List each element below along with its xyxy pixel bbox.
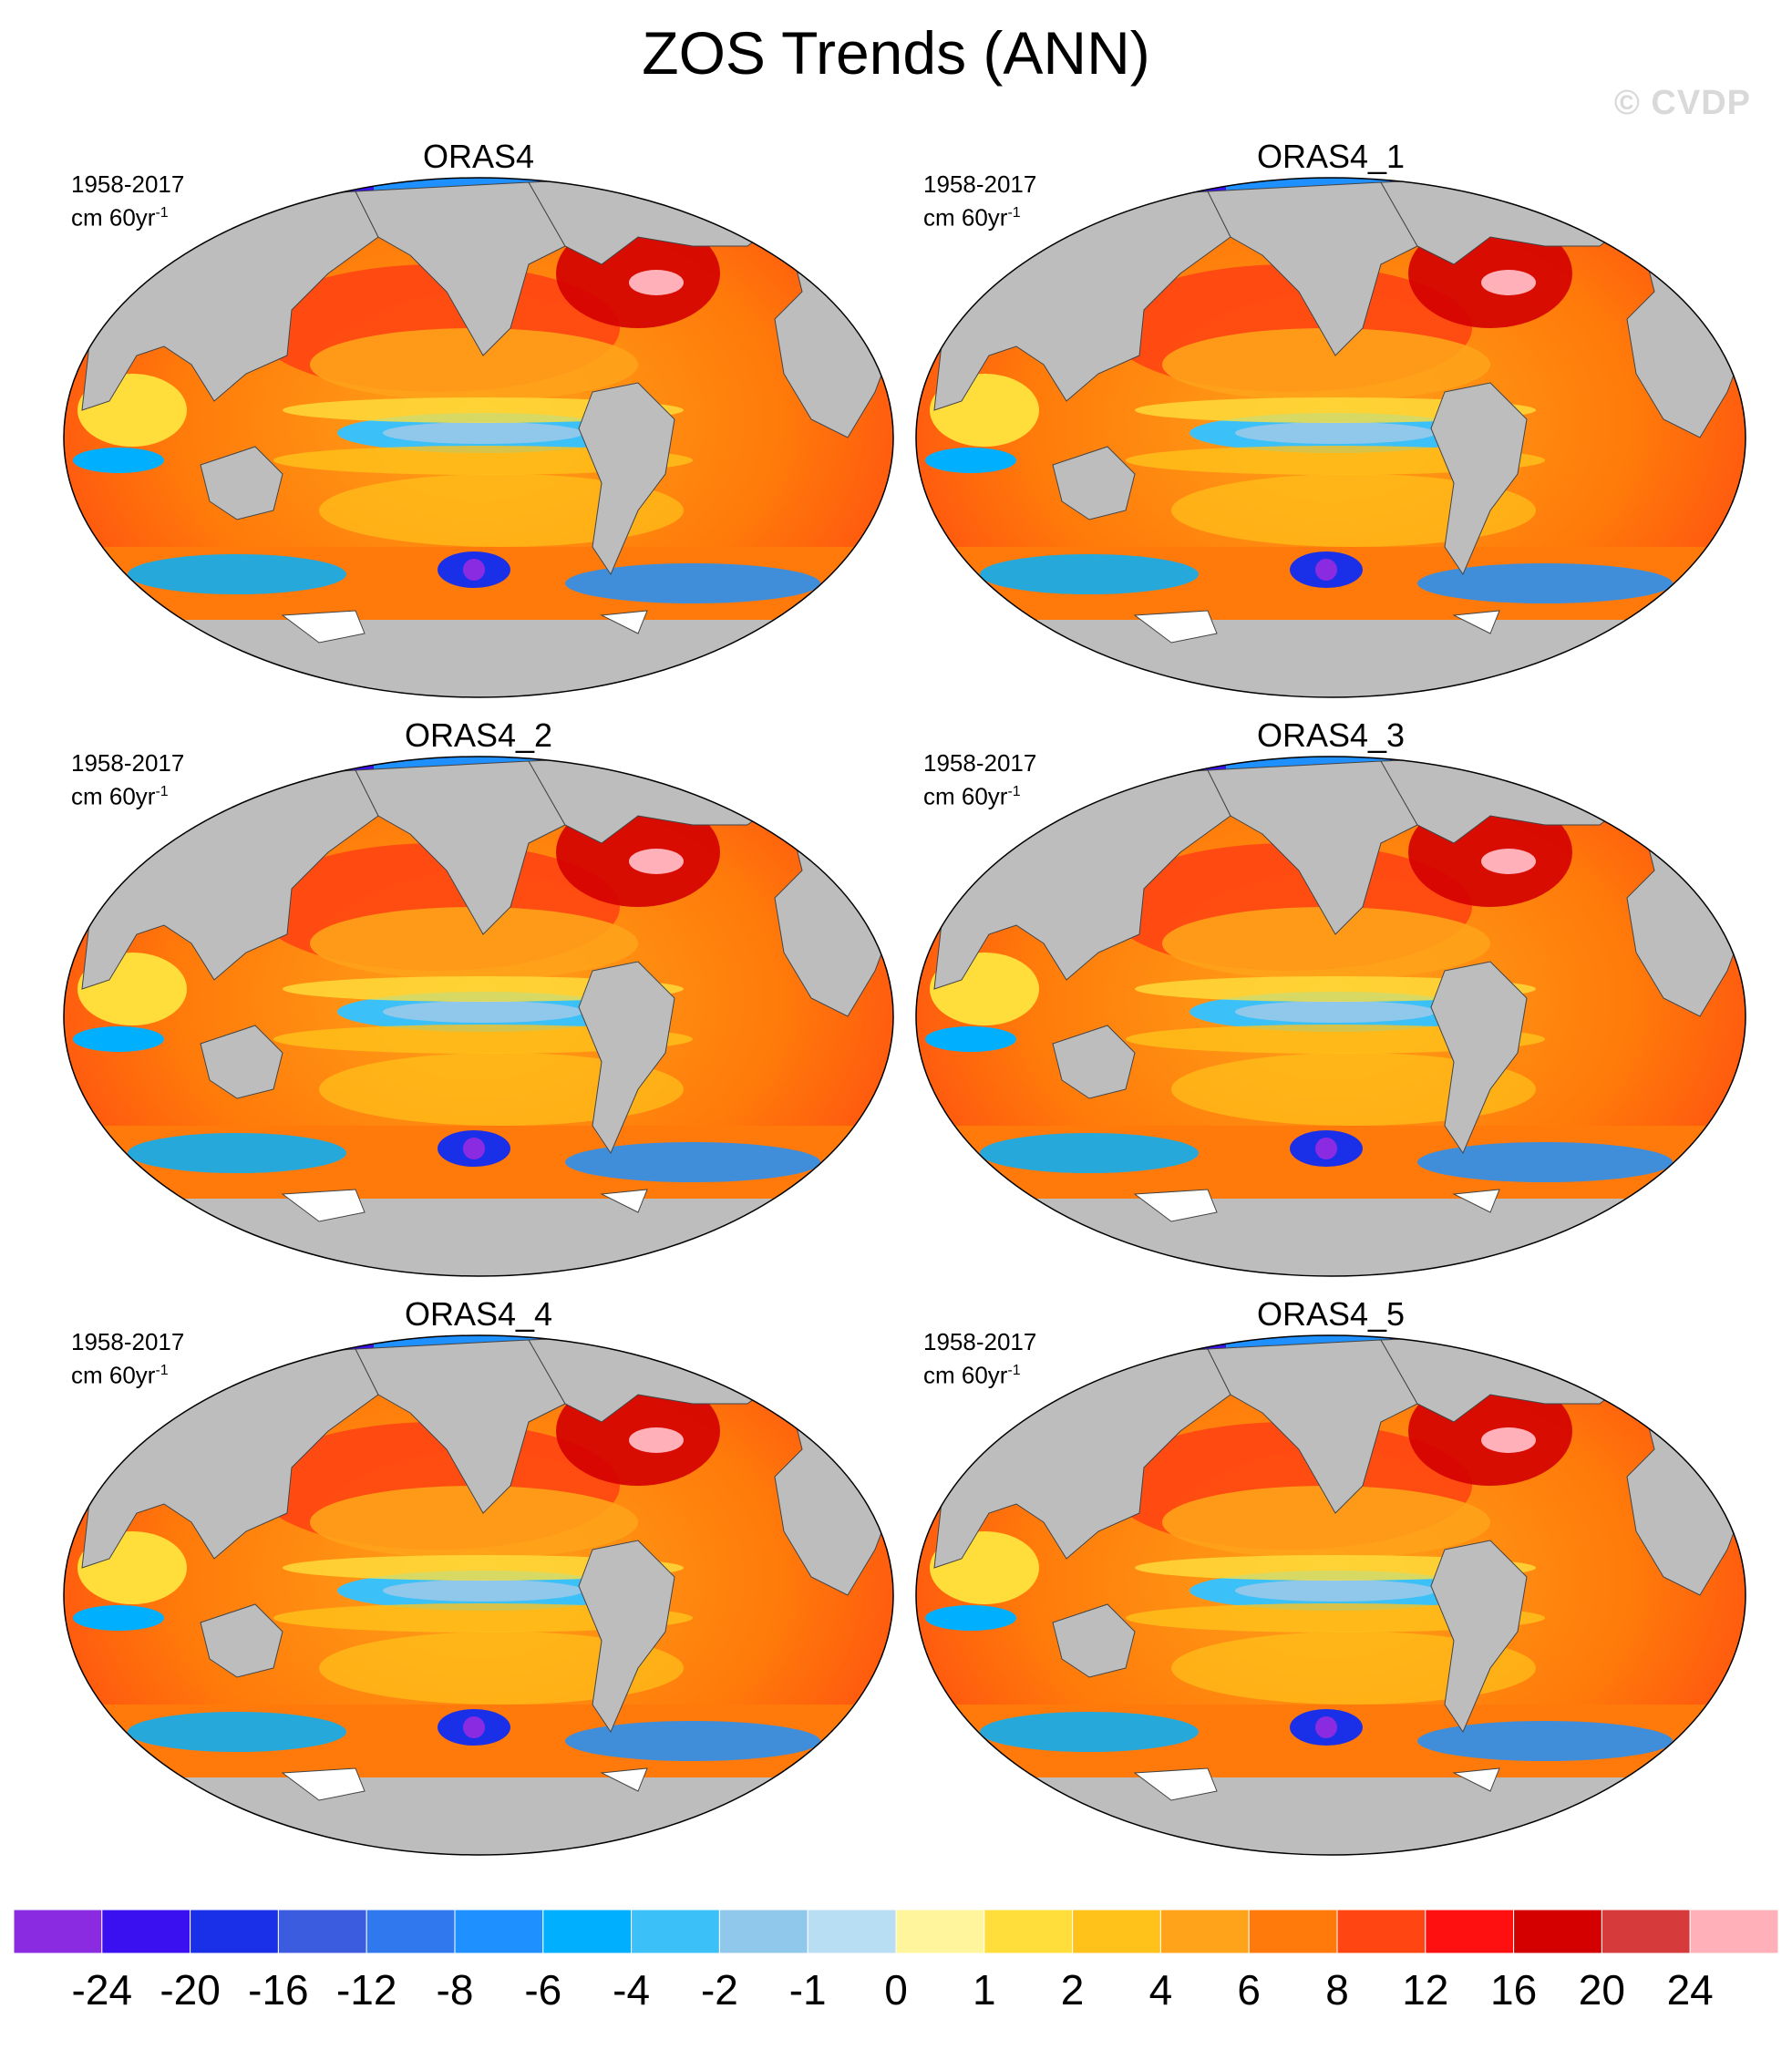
colorbar-swatch — [1689, 1910, 1778, 1953]
panel-units: cm 60yr-1 — [923, 778, 1021, 811]
colorbar-tick-label: -16 — [248, 1966, 309, 2014]
world-map — [63, 1334, 894, 1856]
colorbar-tick-label: 4 — [1148, 1966, 1173, 2014]
panel-period: 1958-2017 — [923, 1328, 1037, 1355]
colorbar-tick-label: 12 — [1402, 1966, 1449, 2014]
colorbar-tick-label: 8 — [1325, 1966, 1349, 2014]
colorbar-labels: -24 -20 -16 -12 -8 -6 -4 -2 -1 0 1 2 4 6 8 12 16 20 24 — [0, 1964, 1792, 2019]
map-panel: ORAS4_4 1958-2017 cm 60yr-1 — [55, 1294, 902, 1859]
colorbar-swatch — [454, 1910, 544, 1953]
map-panel: ORAS4 1958-2017 cm 60yr-1 — [55, 137, 902, 702]
colorbar-tick-label: 2 — [1060, 1966, 1085, 2014]
figure-title: ZOS Trends (ANN) — [642, 19, 1150, 87]
panel-units-exponent: -1 — [155, 784, 169, 799]
panel-units-exponent: -1 — [1007, 205, 1021, 221]
world-map — [915, 756, 1746, 1277]
world-map — [915, 177, 1746, 698]
map-panel: ORAS4_1 1958-2017 cm 60yr-1 — [907, 137, 1755, 702]
colorbar-swatch — [1072, 1910, 1161, 1953]
colorbar-tick-label: 20 — [1578, 1966, 1625, 2014]
colorbar-swatch — [1248, 1910, 1338, 1953]
panel-units-text: cm 60yr — [71, 782, 156, 810]
panel-units-text: cm 60yr — [923, 782, 1008, 810]
colorbar-tick-label: -12 — [335, 1966, 397, 2014]
panel-units-exponent: -1 — [155, 205, 169, 221]
colorbar-swatch — [631, 1910, 720, 1953]
map-panel: ORAS4_5 1958-2017 cm 60yr-1 — [907, 1294, 1755, 1859]
panel-units: cm 60yr-1 — [71, 199, 169, 232]
map-panel: ORAS4_3 1958-2017 cm 60yr-1 — [907, 716, 1755, 1281]
panel-units: cm 60yr-1 — [71, 778, 169, 811]
colorbar-tick-label: 24 — [1666, 1966, 1714, 2014]
panel-units-exponent: -1 — [1007, 784, 1021, 799]
world-map — [63, 177, 894, 698]
colorbar-swatch — [101, 1910, 191, 1953]
colorbar-tick-label: 6 — [1237, 1966, 1261, 2014]
colorbar-swatch — [366, 1910, 456, 1953]
cvdp-watermark: © CVDP — [1613, 84, 1751, 122]
colorbar-swatch — [1336, 1910, 1426, 1953]
panel-period: 1958-2017 — [923, 749, 1037, 777]
colorbar-swatch — [895, 1910, 985, 1953]
panel-period: 1958-2017 — [71, 170, 185, 198]
map-panel: ORAS4_2 1958-2017 cm 60yr-1 — [55, 716, 902, 1281]
colorbar-swatch — [14, 1910, 103, 1953]
colorbar-tick-label: -4 — [613, 1966, 651, 2014]
colorbar-tick-label: 1 — [973, 1966, 996, 2014]
colorbar-tick-label: -6 — [524, 1966, 562, 2014]
colorbar-tick-label: -1 — [788, 1966, 827, 2014]
panel-units: cm 60yr-1 — [923, 1356, 1021, 1390]
colorbar-tick-label: -24 — [71, 1966, 133, 2014]
world-map — [915, 1334, 1746, 1856]
panel-period: 1958-2017 — [923, 170, 1037, 198]
colorbar-swatch — [984, 1910, 1074, 1953]
colorbar-tick-label: -8 — [436, 1966, 474, 2014]
panel-title: ORAS4_5 — [1256, 1295, 1406, 1333]
colorbar-swatch — [1513, 1910, 1602, 1953]
panel-units-text: cm 60yr — [923, 203, 1008, 232]
panel-units-text: cm 60yr — [923, 1361, 1008, 1389]
panel-units-text: cm 60yr — [71, 1361, 156, 1389]
colorbar-tick-label: 0 — [884, 1966, 908, 2014]
panel-period: 1958-2017 — [71, 749, 185, 777]
colorbar — [14, 1910, 1778, 1953]
colorbar-swatch — [718, 1910, 808, 1953]
colorbar-swatch — [1601, 1910, 1691, 1953]
colorbar-swatch — [542, 1910, 633, 1953]
panel-units: cm 60yr-1 — [71, 1356, 169, 1390]
colorbar-swatch — [190, 1910, 279, 1953]
panel-title: ORAS4_2 — [404, 716, 553, 754]
colorbar-tick-label: 16 — [1490, 1966, 1538, 2014]
panel-title: ORAS4 — [422, 138, 535, 175]
panel-units-exponent: -1 — [1007, 1363, 1021, 1378]
colorbar-swatch — [1159, 1910, 1250, 1953]
colorbar-tick-label: -20 — [160, 1966, 221, 2014]
panel-period: 1958-2017 — [71, 1328, 185, 1355]
colorbar-swatch — [807, 1910, 897, 1953]
panel-units: cm 60yr-1 — [923, 199, 1021, 232]
panel-units-exponent: -1 — [155, 1363, 169, 1378]
world-map — [63, 756, 894, 1277]
colorbar-swatch — [1425, 1910, 1515, 1953]
panel-title: ORAS4_3 — [1256, 716, 1406, 754]
panel-units-text: cm 60yr — [71, 203, 156, 232]
colorbar-tick-label: -2 — [700, 1966, 738, 2014]
panel-title: ORAS4_4 — [404, 1295, 553, 1333]
panel-title: ORAS4_1 — [1256, 138, 1406, 175]
colorbar-swatch — [277, 1910, 367, 1953]
